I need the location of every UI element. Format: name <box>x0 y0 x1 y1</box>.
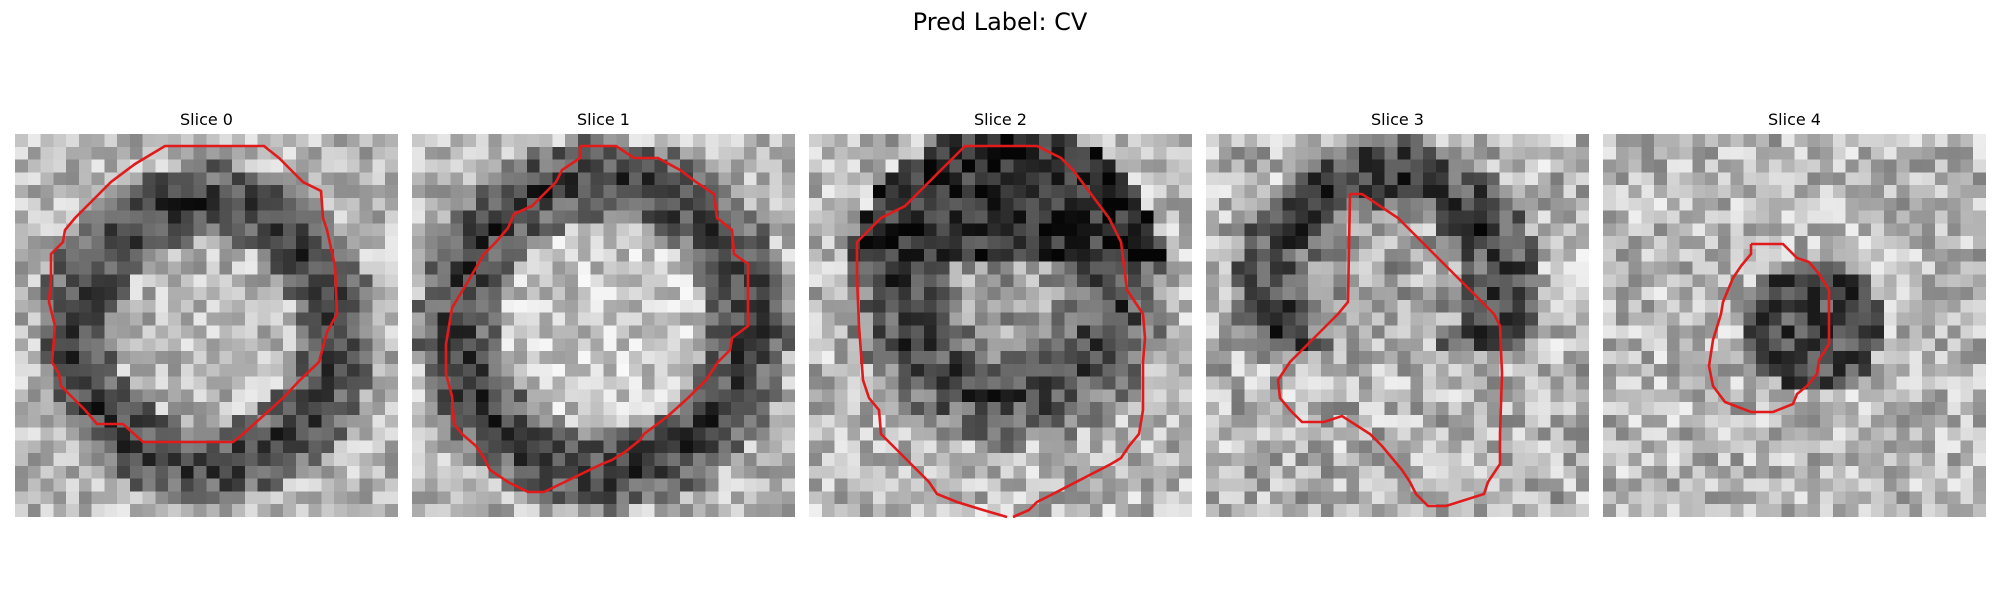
slice-image <box>412 134 795 517</box>
slice-panel-1: Slice 1 <box>412 108 795 517</box>
slice-panel-0: Slice 0 <box>15 108 398 517</box>
contour-overlay <box>855 144 1147 519</box>
slice-title: Slice 2 <box>974 110 1027 129</box>
contour-overlay <box>444 144 750 494</box>
prediction-contour <box>855 144 1147 519</box>
figure-title: Pred Label: CV <box>912 8 1088 36</box>
slice-image <box>1603 134 1986 517</box>
slice-title: Slice 0 <box>180 110 233 129</box>
slice-title: Slice 3 <box>1371 110 1424 129</box>
contour-overlay <box>1276 192 1504 508</box>
slice-title: Slice 4 <box>1768 110 1821 129</box>
prediction-contour <box>1276 192 1504 508</box>
slice-title: Slice 1 <box>577 110 630 129</box>
slice-panel-4: Slice 4 <box>1603 108 1986 517</box>
slice-image <box>809 134 1192 517</box>
prediction-contour <box>444 144 750 494</box>
slice-image <box>15 134 398 517</box>
prediction-contour <box>47 144 339 444</box>
slice-panel-3: Slice 3 <box>1206 108 1589 517</box>
contour-overlay <box>47 144 339 444</box>
prediction-contour <box>1707 242 1831 414</box>
contour-overlay <box>1707 242 1831 414</box>
slice-panel-2: Slice 2 <box>809 108 1192 519</box>
slice-image <box>1206 134 1589 517</box>
